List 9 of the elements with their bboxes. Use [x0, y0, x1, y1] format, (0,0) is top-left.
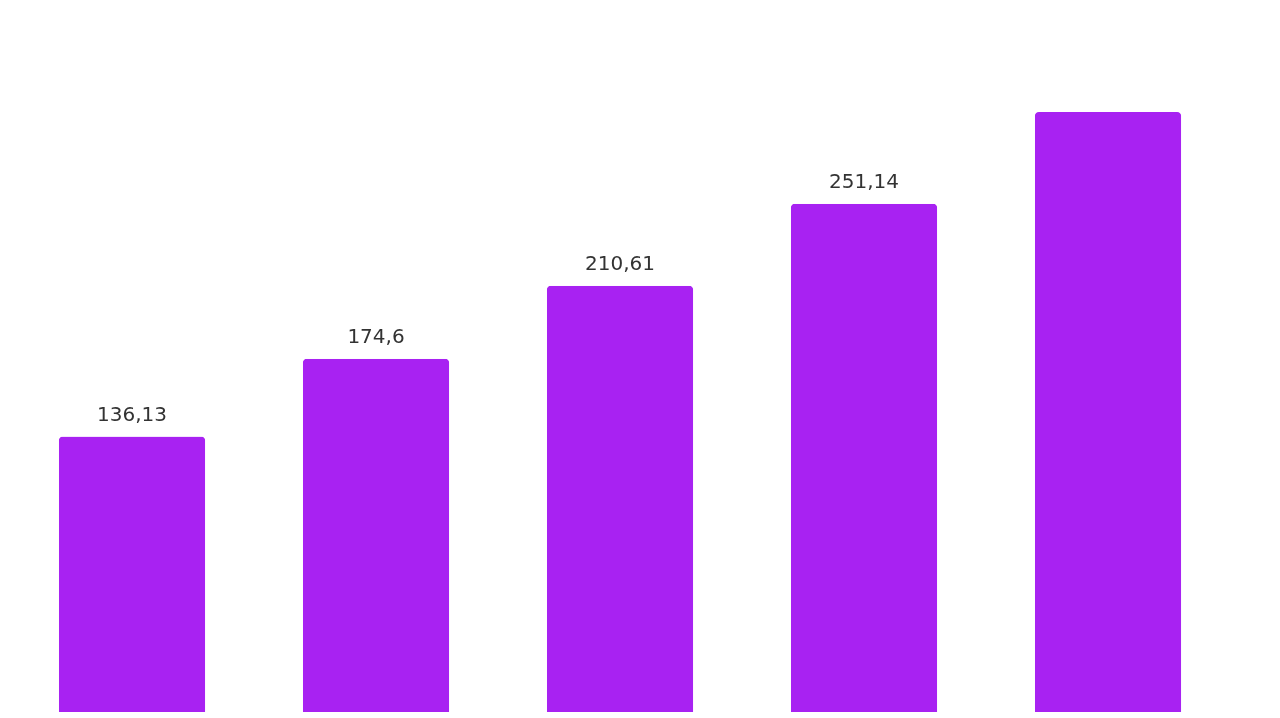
bar	[1034, 112, 1182, 712]
bar	[790, 203, 938, 712]
bar	[58, 436, 206, 712]
data-label: 174,6	[347, 323, 405, 348]
data-label: 210,61	[585, 250, 655, 275]
data-label: 251,14	[829, 168, 899, 193]
data-label: 136,13	[97, 401, 167, 426]
bar	[302, 358, 450, 712]
bar	[546, 285, 694, 712]
